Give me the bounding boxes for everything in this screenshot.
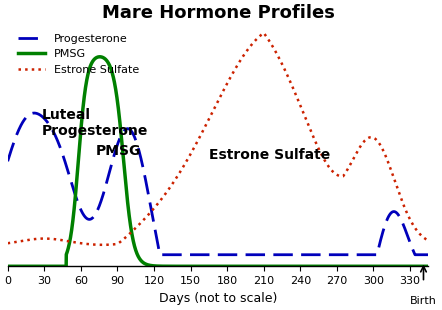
Text: Birth: Birth [410, 296, 437, 306]
X-axis label: Days (not to scale): Days (not to scale) [159, 292, 277, 304]
Estrone Sulfate [261, 31, 267, 35]
Estrone Sulfate [418, 233, 423, 237]
PMSG [418, 264, 423, 268]
PMSG [372, 264, 377, 268]
Line: Progesterone: Progesterone [8, 113, 428, 255]
Text: Estrone Sulfate: Estrone Sulfate [209, 148, 331, 162]
Progesterone [78, 208, 84, 211]
PMSG [426, 264, 431, 268]
Estrone Sulfate [5, 241, 10, 245]
Text: Luteal
Progesterone: Luteal Progesterone [42, 108, 148, 138]
Estrone Sulfate [373, 137, 378, 140]
Estrone Sulfate [185, 158, 190, 162]
Estrone Sulfate [167, 187, 172, 191]
Line: PMSG: PMSG [8, 57, 428, 266]
Legend: Progesterone, PMSG, Estrone Sulfate: Progesterone, PMSG, Estrone Sulfate [13, 29, 144, 79]
Title: Mare Hormone Profiles: Mare Hormone Profiles [102, 4, 335, 22]
Estrone Sulfate [426, 239, 431, 242]
Progesterone [5, 159, 10, 163]
Progesterone [373, 253, 378, 257]
Progesterone [167, 253, 172, 257]
Estrone Sulfate [78, 241, 83, 245]
PMSG [78, 131, 83, 135]
PMSG [167, 264, 172, 268]
PMSG [97, 55, 103, 59]
PMSG [53, 264, 58, 268]
Text: PMSG: PMSG [95, 144, 141, 158]
PMSG [185, 264, 190, 268]
PMSG [5, 264, 10, 268]
Progesterone [53, 135, 58, 139]
Progesterone [426, 253, 431, 257]
Progesterone [418, 253, 423, 257]
Progesterone [157, 253, 163, 257]
Estrone Sulfate [100, 243, 105, 247]
Progesterone [31, 111, 37, 115]
Estrone Sulfate [53, 237, 58, 241]
Line: Estrone Sulfate: Estrone Sulfate [8, 33, 428, 245]
Progesterone [185, 253, 190, 257]
